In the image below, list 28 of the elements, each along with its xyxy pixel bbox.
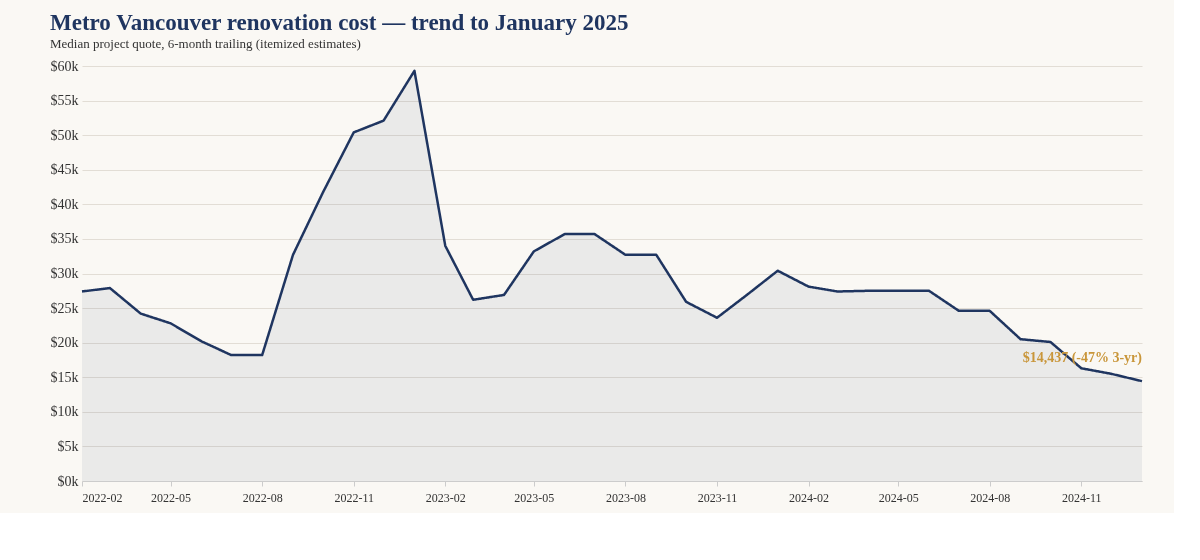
x-tick-label: 2024-08: [970, 490, 1011, 505]
x-tick-label: 2022-08: [242, 490, 283, 505]
x-tick-label: 2024-05: [878, 490, 919, 505]
y-tick-label: $30k: [50, 266, 79, 281]
x-tick-label: 2022-11: [334, 490, 374, 505]
y-tick-label: $45k: [50, 162, 79, 178]
annotation: $14,437 (-47% 3-yr): [1022, 350, 1143, 367]
x-tick-label: 2022-05: [151, 490, 192, 505]
x-tick-label: 2024-11: [1062, 490, 1102, 505]
x-tick-label: 2024-02: [789, 490, 830, 505]
x-tick-label: 2023-02: [425, 490, 466, 505]
chart-subtitle: Median project quote, 6-month trailing (itemized estimates): [50, 36, 361, 51]
chart-title: Metro Vancouver renovation cost — trend to January 2025: [50, 10, 629, 35]
y-tick-label: $15k: [50, 369, 79, 385]
y-tick-label: $20k: [50, 335, 79, 351]
y-tick-label: $50k: [50, 127, 79, 143]
x-tick-label: 2023-11: [697, 490, 738, 505]
y-tick-label: $55k: [50, 93, 79, 109]
y-tick-label: $0k: [57, 473, 79, 489]
y-tick-label: $35k: [50, 231, 79, 247]
x-tick-label: 2023-05: [514, 490, 555, 505]
y-tick-label: $60k: [50, 58, 79, 74]
y-tick-label: $25k: [50, 300, 79, 316]
y-tick-label: $40k: [50, 196, 79, 212]
x-tick-label: 2022-02: [82, 490, 123, 505]
x-tick-label: 2023-08: [605, 490, 646, 505]
y-tick-label: $5k: [57, 438, 79, 454]
y-tick-label: $10k: [50, 404, 79, 420]
